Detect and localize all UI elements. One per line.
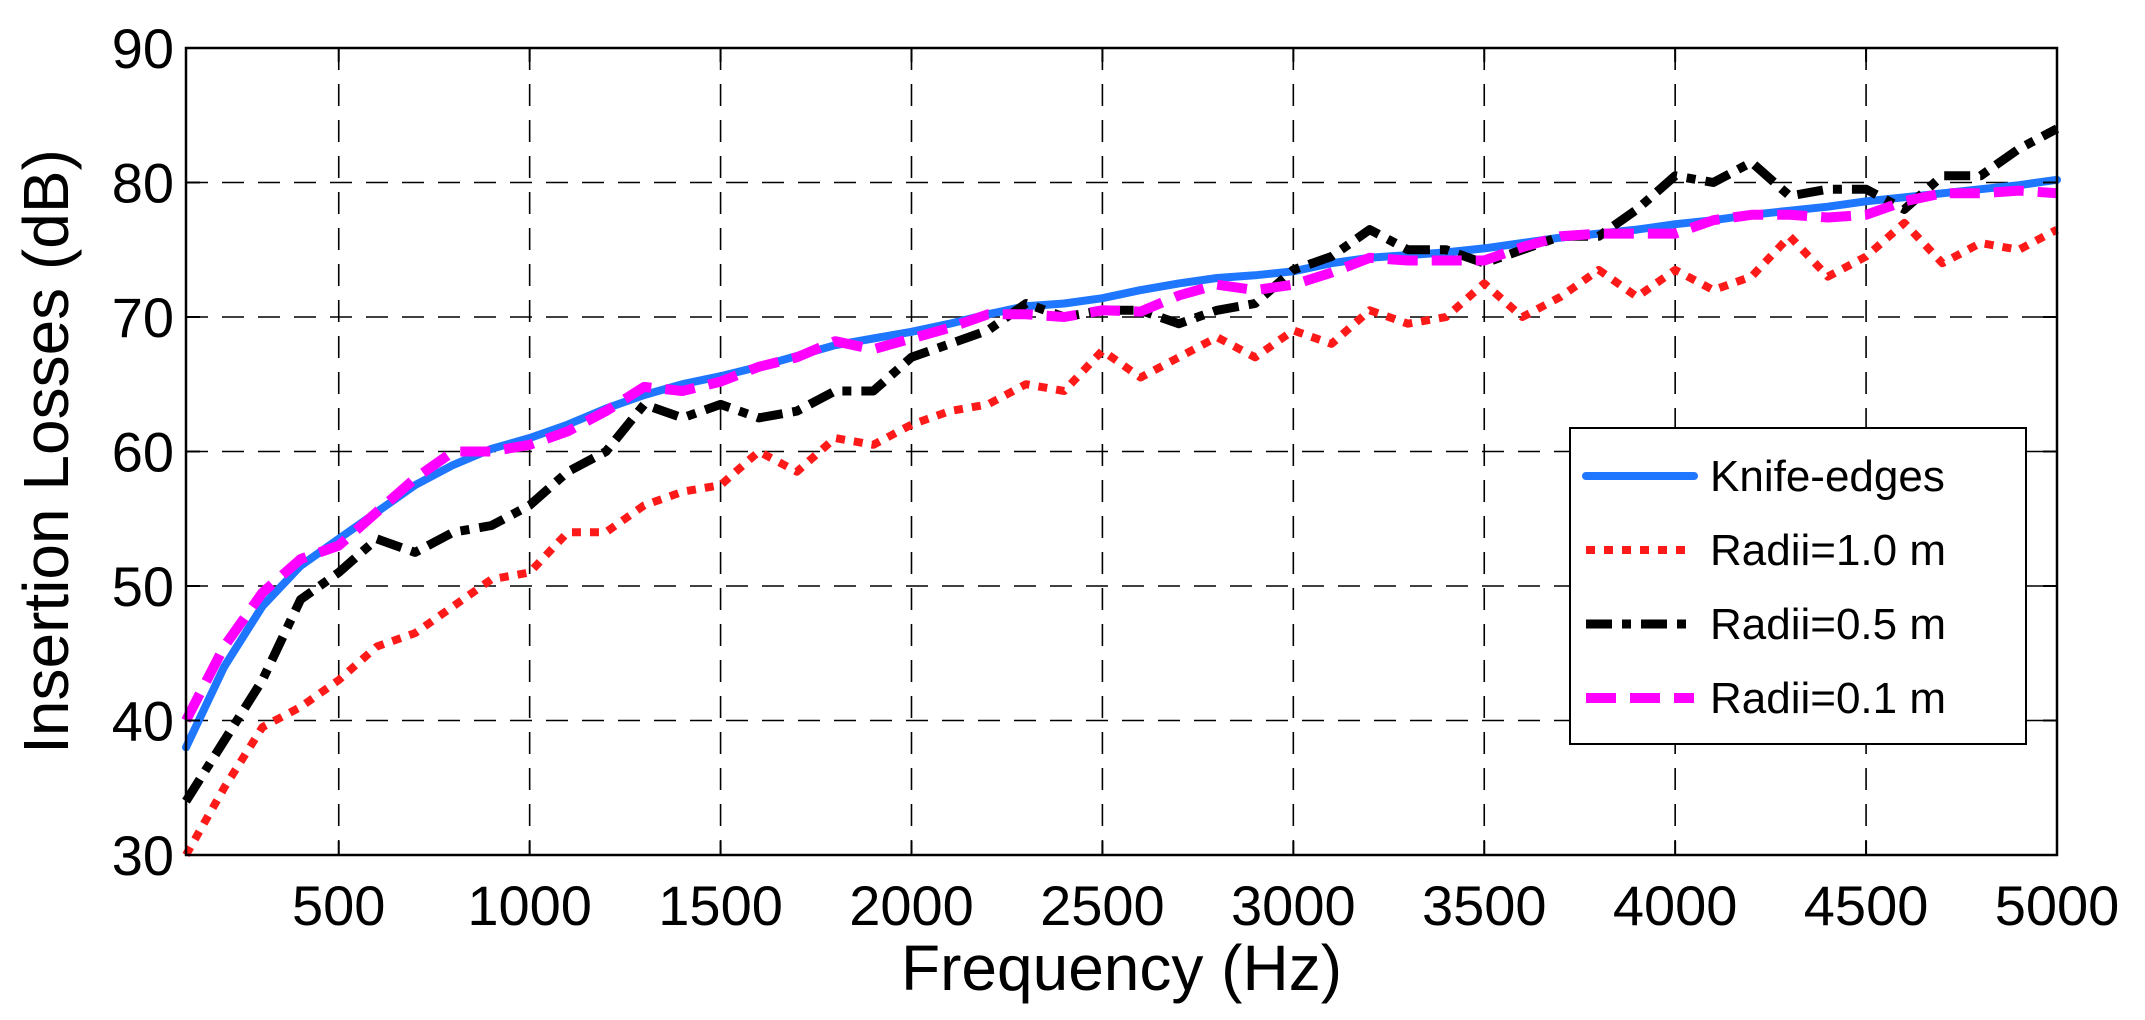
- legend: Knife-edges Radii=1.0 m Radii=0.5 m Radii=0…: [1569, 427, 2027, 745]
- y-axis-label: Insertion Losses (dB): [10, 149, 82, 754]
- x-tick-label: 4500: [1804, 874, 1929, 937]
- legend-label: Knife-edges: [1710, 452, 1945, 501]
- legend-label: Radii=0.1 m: [1710, 674, 1946, 723]
- x-tick-label: 1000: [467, 874, 592, 937]
- legend-label: Radii=0.5 m: [1710, 600, 1946, 649]
- y-tick-label: 40: [112, 690, 174, 753]
- x-tick-label: 5000: [1995, 874, 2120, 937]
- series-line-2: [182, 124, 2060, 804]
- x-tick-label: 500: [292, 874, 385, 937]
- y-tick-label: 70: [112, 286, 174, 349]
- series-line-3: [181, 185, 2058, 723]
- x-tick-label: 3000: [1231, 874, 1356, 937]
- y-tick-label: 90: [112, 17, 174, 80]
- x-tick-label: 3500: [1422, 874, 1547, 937]
- y-tick-label: 50: [112, 555, 174, 618]
- y-tick-label: 60: [112, 421, 174, 484]
- x-axis-label: Frequency (Hz): [901, 932, 1342, 1004]
- y-tick-label: 80: [112, 152, 174, 215]
- x-tick-label: 2500: [1040, 874, 1165, 937]
- x-tick-label: 4000: [1613, 874, 1738, 937]
- y-tick-label: 30: [112, 824, 174, 887]
- legend-box: [1569, 427, 2027, 745]
- plot-series: [181, 124, 2061, 857]
- x-tick-label: 2000: [849, 874, 974, 937]
- legend-label: Radii=1.0 m: [1710, 526, 1946, 575]
- x-tick-label: 1500: [658, 874, 783, 937]
- axis-ticks: 500 1000 1500 2000 2500 3000 3500 4000 4500 5000 3…: [112, 17, 2120, 937]
